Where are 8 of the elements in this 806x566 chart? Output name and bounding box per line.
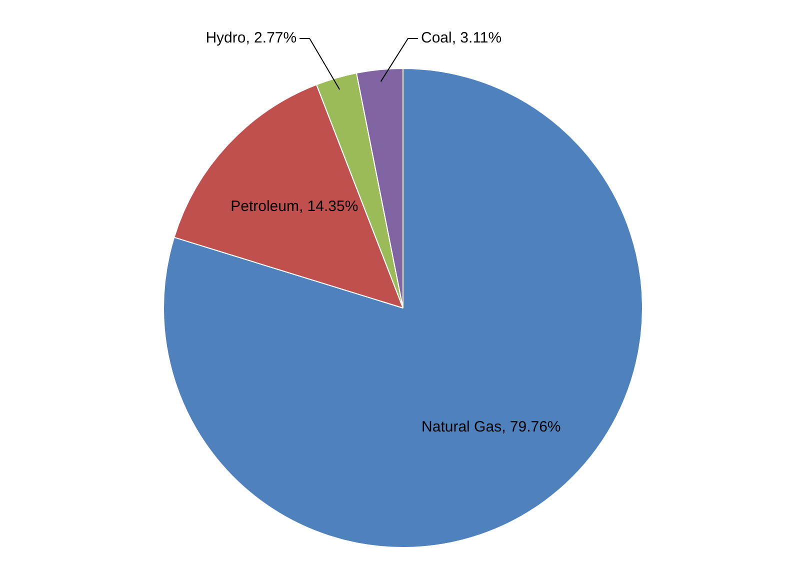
data-label: , 79.76% bbox=[502, 418, 561, 436]
slice-label: Hydro bbox=[206, 30, 246, 47]
data-label: , 2.77% bbox=[246, 30, 297, 47]
slice-label: Natural Gas bbox=[422, 418, 502, 436]
slice-label: Coal bbox=[421, 30, 452, 47]
data-label: , 14.35% bbox=[298, 198, 358, 215]
data-label: , 3.11% bbox=[452, 30, 502, 47]
slice-label: Petroleum bbox=[230, 198, 299, 215]
